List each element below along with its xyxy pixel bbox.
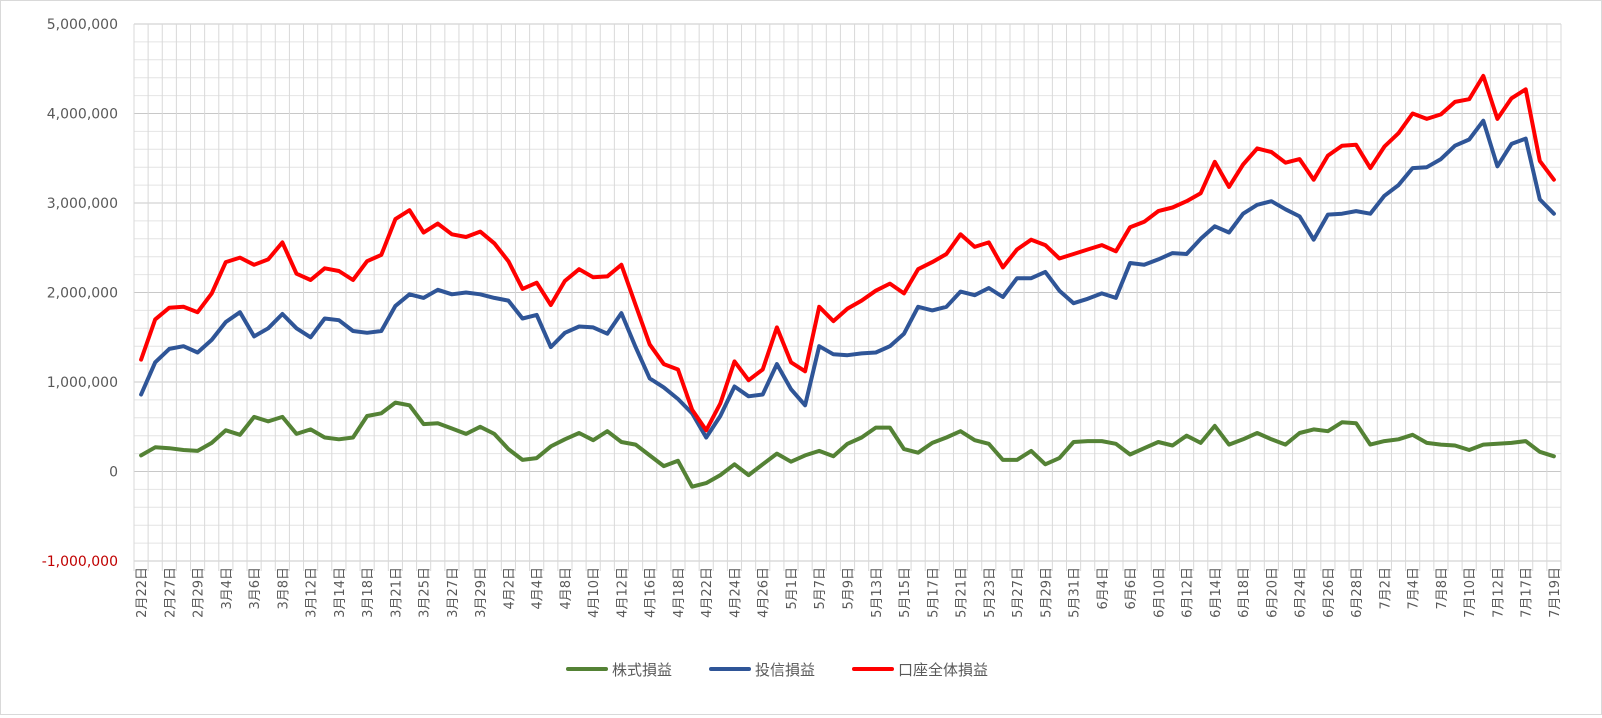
x-tick-label: 5月29日: [1039, 567, 1054, 618]
series-line-3: [139, 73, 1556, 433]
x-tick-label: 6月26日: [1322, 567, 1337, 618]
x-tick-label: 7月4日: [1407, 567, 1422, 610]
series-line-2: [139, 118, 1556, 440]
x-tick-label: 4月8日: [559, 567, 574, 610]
x-tick-label: 3月4日: [220, 567, 235, 610]
x-tick-label: 5月1日: [785, 567, 800, 610]
x-tick-label: 3月27日: [446, 567, 461, 618]
x-tick-label: 4月4日: [531, 567, 546, 610]
y-tick-label: 5,000,000: [47, 17, 118, 33]
x-tick-label: 5月31日: [1068, 567, 1083, 618]
x-tick-label: 5月13日: [870, 567, 885, 618]
x-tick-label: 7月8日: [1435, 567, 1450, 610]
y-tick-label: 1,000,000: [47, 375, 118, 391]
legend-label: 投信損益: [755, 661, 815, 679]
series-lines: [139, 73, 1556, 489]
y-tick-label: 0: [109, 465, 118, 481]
series-line-1: [139, 400, 1556, 489]
gridlines: [133, 23, 1562, 571]
x-tick-label: 5月17日: [926, 567, 941, 618]
x-tick-label: 4月24日: [728, 567, 743, 618]
x-tick-label: 5月9日: [842, 567, 857, 610]
x-tick-label: 6月12日: [1181, 567, 1196, 618]
x-tick-label: 4月22日: [700, 567, 715, 618]
x-tick-label: 6月14日: [1209, 567, 1224, 618]
x-tick-label: 6月20日: [1265, 567, 1280, 618]
x-tick-label: 3月8日: [276, 567, 291, 610]
x-tick-label: 7月17日: [1520, 567, 1535, 618]
x-tick-label: 2月22日: [135, 567, 150, 618]
x-tick-label: 6月6日: [1124, 567, 1139, 610]
x-tick-label: 2月27日: [163, 567, 178, 618]
x-tick-label: 6月18日: [1237, 567, 1252, 618]
x-tick-label: 5月15日: [898, 567, 913, 618]
x-tick-label: 4月16日: [644, 567, 659, 618]
legend-label: 株式損益: [612, 661, 672, 679]
x-tick-label: 6月10日: [1152, 567, 1167, 618]
x-tick-label: 3月21日: [389, 567, 404, 618]
y-tick-label: 4,000,000: [47, 107, 118, 123]
x-tick-label: 7月2日: [1378, 567, 1393, 610]
y-axis-tick-labels: 5,000,000 4,000,000 3,000,000 2,000,000 1,00…: [42, 17, 118, 570]
x-tick-label: 3月29日: [474, 567, 489, 618]
x-tick-label: 7月10日: [1463, 567, 1478, 618]
x-tick-label: 3月6日: [248, 567, 263, 610]
x-tick-label: 2月29日: [192, 567, 207, 618]
x-tick-label: 7月19日: [1548, 567, 1563, 618]
x-tick-label: 5月7日: [813, 567, 828, 610]
x-tick-label: 4月10日: [587, 567, 602, 618]
legend: 株式損益 投信損益 口座全体損益: [566, 661, 988, 679]
x-tick-label: 5月27日: [1011, 567, 1026, 618]
x-tick-label: 3月14日: [333, 567, 348, 618]
x-tick-label: 4月12日: [615, 567, 630, 618]
x-tick-label: 4月26日: [757, 567, 772, 618]
x-tick-label: 7月12日: [1491, 567, 1506, 618]
x-tick-label: 6月24日: [1294, 567, 1309, 618]
x-tick-label: 3月25日: [418, 567, 433, 618]
x-tick-label: 4月18日: [672, 567, 687, 618]
x-tick-label: 5月21日: [955, 567, 970, 618]
x-tick-label: 3月12日: [305, 567, 320, 618]
y-tick-label: 3,000,000: [47, 196, 118, 212]
legend-label: 口座全体損益: [898, 661, 988, 679]
y-tick-label: 2,000,000: [47, 286, 118, 302]
x-tick-label: 6月28日: [1350, 567, 1365, 618]
x-tick-label: 6月4日: [1096, 567, 1111, 610]
x-tick-label: 4月2日: [502, 567, 517, 610]
x-tick-label: 5月23日: [983, 567, 998, 618]
x-axis-tick-labels: 2月22日 2月27日 2月29日 3月4日 3月6日 3月8日 3月12日 3月14日 3月1…: [135, 567, 1563, 618]
y-tick-label: -1,000,000: [42, 554, 118, 570]
x-tick-label: 3月18日: [361, 567, 376, 618]
